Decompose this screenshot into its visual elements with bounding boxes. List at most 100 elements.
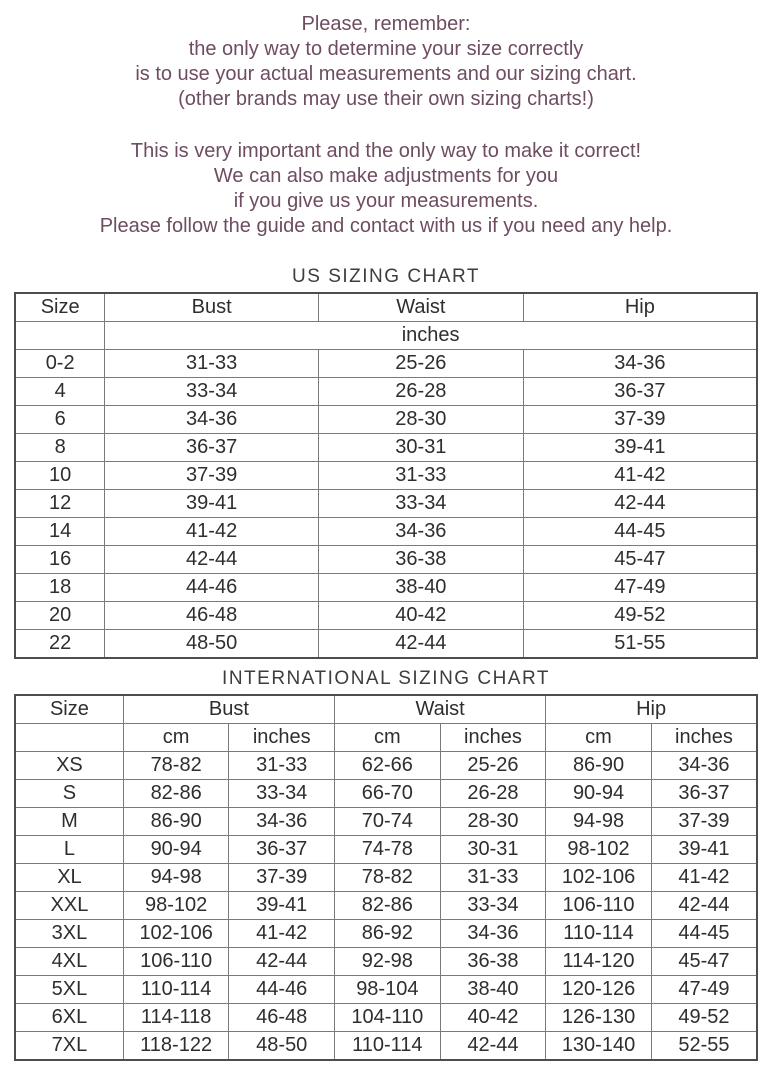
size-cell: 16	[14, 545, 106, 574]
hip-cm-cell: 130-140	[545, 1031, 652, 1061]
size-cell: 0-2	[14, 349, 106, 378]
table-row: 6 34-36 28-30 37-39	[14, 405, 758, 434]
intro-line: Please follow the guide and contact with…	[99, 215, 673, 237]
table-row: 16 42-44 36-38 45-47	[14, 545, 758, 574]
bust-in-cell: 33-34	[228, 779, 336, 808]
table-row: XL 94-98 37-39 78-82 31-33 102-106 41-42	[14, 863, 758, 892]
bust-cm-cell: 106-110	[122, 947, 230, 976]
hip-in-cell: 45-47	[650, 947, 758, 976]
waist-cm-cell: 86-92	[334, 919, 441, 948]
hip-cell: 41-42	[522, 461, 758, 490]
intl-col-header-hip: Hip	[545, 694, 758, 724]
intro-paragraph-1: Please, remember: the only way to determ…	[14, 12, 758, 112]
table-row: 4 33-34 26-28 36-37	[14, 377, 758, 406]
waist-in-cell: 33-34	[439, 891, 547, 920]
waist-in-cell: 38-40	[439, 975, 547, 1004]
intro-text: Please, remember: the only way to determ…	[14, 12, 758, 239]
hip-cell: 47-49	[522, 573, 758, 602]
size-cell: 3XL	[14, 919, 124, 948]
intl-header-row: Size Bust Waist Hip	[14, 694, 758, 724]
us-unit-row: inches	[14, 321, 758, 350]
size-cell: S	[14, 779, 124, 808]
bust-in-cell: 48-50	[228, 1031, 336, 1061]
hip-cell: 49-52	[522, 601, 758, 630]
bust-cm-cell: 110-114	[122, 975, 230, 1004]
intro-line: Please, remember:	[301, 13, 471, 35]
waist-in-cell: 25-26	[439, 751, 547, 780]
bust-in-cell: 31-33	[228, 751, 336, 780]
table-row: XS 78-82 31-33 62-66 25-26 86-90 34-36	[14, 751, 758, 780]
table-row: 6XL 114-118 46-48 104-110 40-42 126-130 …	[14, 1003, 758, 1032]
size-cell: XS	[14, 751, 124, 780]
waist-cell: 34-36	[317, 517, 524, 546]
waist-cell: 33-34	[317, 489, 524, 518]
bust-cell: 41-42	[104, 517, 319, 546]
bust-in-cell: 42-44	[228, 947, 336, 976]
bust-cell: 42-44	[104, 545, 319, 574]
bust-cell: 33-34	[104, 377, 319, 406]
waist-cell: 30-31	[317, 433, 524, 462]
hip-in-cell: 34-36	[650, 751, 758, 780]
us-col-header-hip: Hip	[522, 292, 758, 322]
intro-paragraph-2: This is very important and the only way …	[14, 139, 758, 239]
waist-cell: 36-38	[317, 545, 524, 574]
table-row: 14 41-42 34-36 44-45	[14, 517, 758, 546]
bust-cm-cell: 118-122	[122, 1031, 230, 1061]
us-unit-empty-cell	[14, 321, 106, 350]
intl-col-header-bust: Bust	[122, 694, 336, 724]
size-cell: M	[14, 807, 124, 836]
waist-cell: 38-40	[317, 573, 524, 602]
table-row: L 90-94 36-37 74-78 30-31 98-102 39-41	[14, 835, 758, 864]
hip-cm-cell: 102-106	[545, 863, 652, 892]
hip-cell: 45-47	[522, 545, 758, 574]
table-row: S 82-86 33-34 66-70 26-28 90-94 36-37	[14, 779, 758, 808]
waist-cell: 25-26	[317, 349, 524, 378]
bust-cell: 31-33	[104, 349, 319, 378]
table-row: XXL 98-102 39-41 82-86 33-34 106-110 42-…	[14, 891, 758, 920]
waist-in-cell: 42-44	[439, 1031, 547, 1061]
waist-cm-cell: 110-114	[334, 1031, 441, 1061]
hip-cm-cell: 114-120	[545, 947, 652, 976]
size-cell: 6XL	[14, 1003, 124, 1032]
table-row: 3XL 102-106 41-42 86-92 34-36 110-114 44…	[14, 919, 758, 948]
waist-cell: 31-33	[317, 461, 524, 490]
hip-in-cell: 37-39	[650, 807, 758, 836]
table-row: 7XL 118-122 48-50 110-114 42-44 130-140 …	[14, 1031, 758, 1061]
hip-cm-cell: 86-90	[545, 751, 652, 780]
intl-sizing-table: Size Bust Waist Hip cm inches cm inches …	[14, 694, 758, 1061]
hip-cm-cell: 90-94	[545, 779, 652, 808]
waist-cell: 26-28	[317, 377, 524, 406]
intro-line: This is very important and the only way …	[130, 140, 642, 162]
waist-cm-cell: 62-66	[334, 751, 441, 780]
size-cell: 7XL	[14, 1031, 124, 1061]
bust-cell: 37-39	[104, 461, 319, 490]
size-cell: 18	[14, 573, 106, 602]
waist-in-cell: 34-36	[439, 919, 547, 948]
table-row: 0-2 31-33 25-26 34-36	[14, 349, 758, 378]
waist-in-cell: 30-31	[439, 835, 547, 864]
waist-cm-cell: 70-74	[334, 807, 441, 836]
hip-in-cell: 39-41	[650, 835, 758, 864]
bust-cm-cell: 98-102	[122, 891, 230, 920]
hip-cell: 39-41	[522, 433, 758, 462]
hip-cm-cell: 110-114	[545, 919, 652, 948]
waist-cm-cell: 98-104	[334, 975, 441, 1004]
bust-cell: 34-36	[104, 405, 319, 434]
size-cell: 14	[14, 517, 106, 546]
size-cell: XXL	[14, 891, 124, 920]
bust-cm-cell: 82-86	[122, 779, 230, 808]
bust-cm-cell: 78-82	[122, 751, 230, 780]
intl-table-body: XS 78-82 31-33 62-66 25-26 86-90 34-36 S…	[14, 751, 758, 1061]
intro-line: (other brands may use their own sizing c…	[178, 88, 594, 110]
waist-cell: 28-30	[317, 405, 524, 434]
waist-cm-cell: 66-70	[334, 779, 441, 808]
waist-cm-cell: 92-98	[334, 947, 441, 976]
waist-in-cell: 28-30	[439, 807, 547, 836]
waist-cell: 42-44	[317, 629, 524, 659]
waist-in-cell: 26-28	[439, 779, 547, 808]
hip-in-cell: 47-49	[650, 975, 758, 1004]
size-cell: L	[14, 835, 124, 864]
hip-in-cell: 41-42	[650, 863, 758, 892]
hip-in-cell: 44-45	[650, 919, 758, 948]
intl-chart-title: INTERNATIONAL SIZING CHART	[222, 668, 550, 689]
